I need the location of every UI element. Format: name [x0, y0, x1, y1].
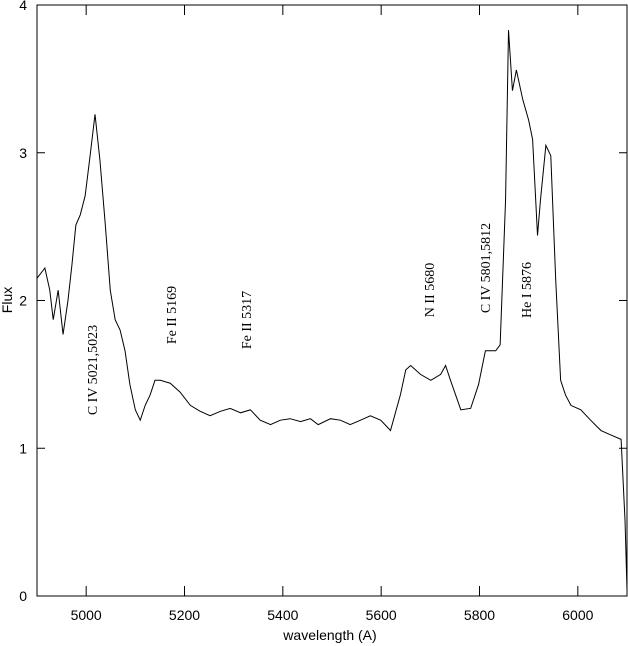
line-annotation: N II 5680 — [423, 263, 438, 317]
y-tick-label: 1 — [19, 440, 27, 456]
spectrum-line — [36, 30, 628, 591]
line-annotation: C IV 5021,5023 — [86, 325, 101, 415]
x-axis-label: wavelength (A) — [282, 627, 376, 643]
x-tick-label: 5200 — [169, 607, 200, 623]
line-annotation: Fe II 5317 — [240, 291, 255, 349]
x-tick-label: 5600 — [366, 607, 397, 623]
x-tick-label: 5800 — [464, 607, 495, 623]
y-tick-label: 4 — [19, 0, 27, 13]
line-annotation: C IV 5801,5812 — [479, 223, 494, 313]
x-tick-label: 5400 — [267, 607, 298, 623]
y-axis-label: Flux — [0, 287, 15, 313]
x-tick-label: 6000 — [562, 607, 593, 623]
y-tick-label: 2 — [19, 293, 27, 309]
line-annotation: He I 5876 — [520, 262, 535, 318]
plot-frame — [36, 4, 628, 597]
x-tick-label: 5000 — [71, 607, 102, 623]
y-tick-label: 3 — [19, 145, 27, 161]
y-tick-label: 0 — [19, 588, 27, 604]
line-annotation: Fe II 5169 — [165, 286, 180, 344]
